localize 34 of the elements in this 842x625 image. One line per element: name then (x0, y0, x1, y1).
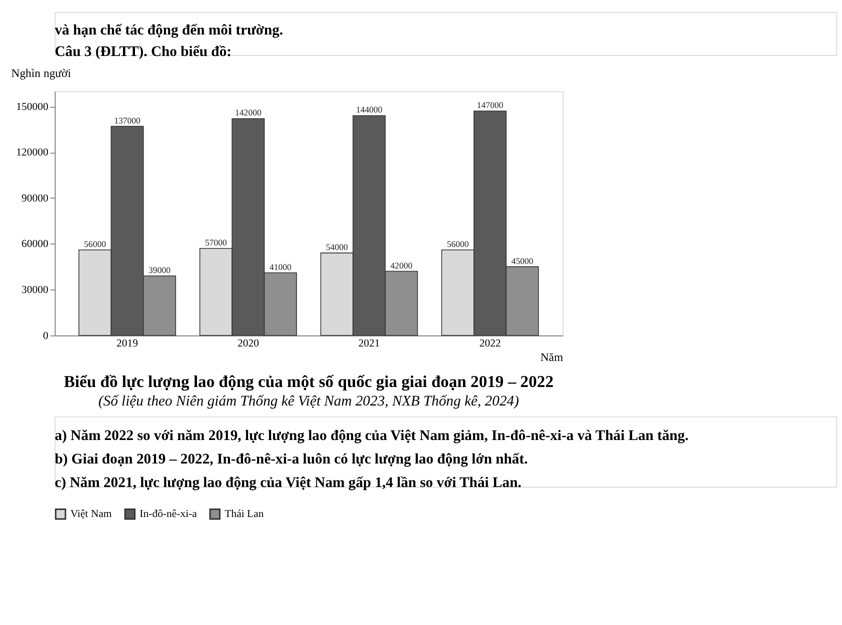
data-label: 137000 (114, 115, 142, 126)
x-tick-label: 2022 (479, 338, 501, 350)
data-label: 39000 (148, 264, 172, 275)
y-tick-label: 0 (42, 330, 48, 342)
y-tick-label: 30000 (22, 284, 48, 296)
text: Biểu đồ lực lượng lao động của một số quốc gia giai đoạn 2019 – 2022 (64, 372, 554, 392)
text: (Số liệu theo Niên giám Thống kê Việt Nam 2023, NXB Thống kê, 2024) (98, 394, 520, 410)
data-label: 144000 (356, 104, 383, 115)
legend-label: Việt Nam (70, 508, 112, 520)
data-label: 142000 (235, 108, 262, 118)
data-label: 56000 (84, 238, 107, 249)
y-axis-title: Nghìn người (11, 67, 72, 80)
data-label: 42000 (390, 260, 413, 270)
y-tick-label: 90000 (22, 192, 48, 204)
data-label: 54000 (326, 242, 348, 252)
y-tick-label: 60000 (22, 238, 48, 250)
x-axis-title: Năm (540, 351, 564, 364)
text: a) Năm 2022 so với năm 2019, lực lượng lao động của Việt Nam giảm, In-đô-nê-xi-a và Thái Lan tăng. (54, 428, 689, 444)
x-tick-label: 2020 (237, 338, 259, 350)
data-label: 57000 (204, 237, 228, 248)
data-label: 45000 (511, 256, 534, 266)
x-tick-label: 2021 (358, 338, 380, 350)
legend-label: Thái Lan (224, 508, 264, 520)
text: c) Năm 2021, lực lượng lao động của Việt Nam gấp 1,4 lần so với Thái Lan. (54, 474, 522, 491)
text: b) Giai đoạn 2019 – 2022, In-đô-nê-xi-a luôn có lực lượng lao động lớn nhất. (54, 451, 528, 468)
data-label: 41000 (269, 262, 292, 272)
legend-label: In-đô-nê-xi-a (140, 508, 198, 520)
text: và hạn chế tác động đến môi trường. (54, 22, 284, 39)
y-tick-label: 150000 (16, 100, 48, 113)
y-tick-label: 120000 (16, 146, 48, 159)
data-label: 56000 (446, 238, 470, 249)
text: Câu 3 (ĐLTT). Cho biểu đồ: (54, 44, 232, 60)
x-tick-label: 2019 (116, 338, 138, 350)
data-label: 147000 (476, 100, 504, 110)
